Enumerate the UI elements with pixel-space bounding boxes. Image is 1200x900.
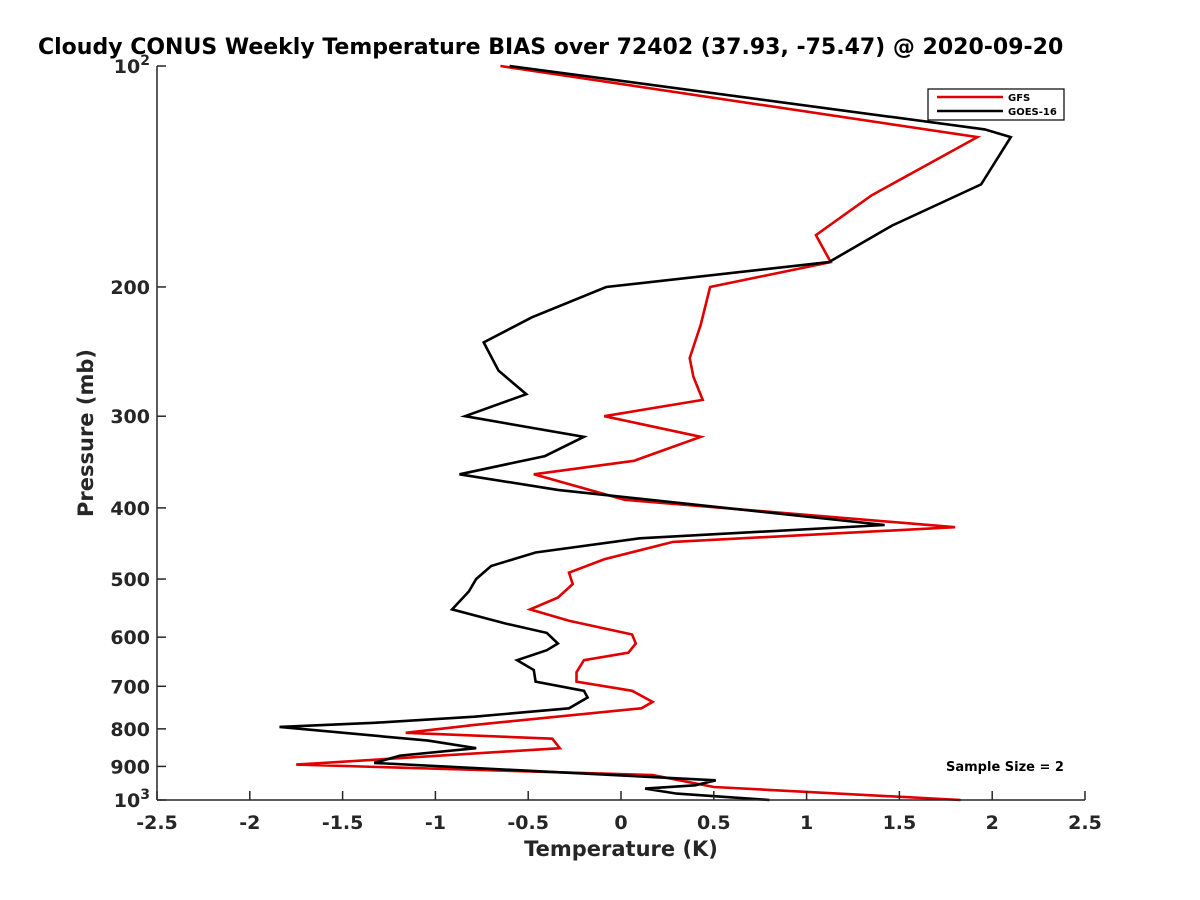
x-axis-label: Temperature (K) [524,837,718,861]
x-tick-label: 2.5 [1068,812,1102,834]
y-tick-label: 600 [110,627,150,649]
chart-title: Cloudy CONUS Weekly Temperature BIAS ove… [38,35,1063,60]
y-tick-label: 103 [114,787,150,812]
y-tick-label: 400 [110,498,150,520]
x-tick-label: -2 [239,812,260,834]
x-tick-label: 1.5 [883,812,917,834]
y-tick-layer: 102 200 300 400 500 600 700 800 900 103 [110,53,166,812]
x-tick-label: -1 [425,812,446,834]
y-tick-label: 300 [110,406,150,428]
x-tick-layer: -2.5 -2 -1.5 -1 -0.5 0 0.5 1 1.5 2 2.5 [136,791,1102,834]
series-layer [279,64,1013,802]
legend-label-goes16: GOES-16 [1008,107,1057,118]
y-tick-label: 102 [114,53,150,78]
legend-box [927,88,1065,121]
y-tick-label: 500 [110,569,150,591]
y-axis-label: Pressure (mb) [74,349,98,517]
x-tick-label: 1 [800,812,813,834]
x-tick-label: -1.5 [322,812,364,834]
sample-size-annotation: Sample Size = 2 [946,760,1064,775]
y-tick-label: 700 [110,676,150,698]
x-tick-label: -2.5 [136,812,178,834]
x-tick-label: -0.5 [507,812,549,834]
legend: GFS GOES-16 [927,88,1065,121]
y-tick-label: 200 [110,277,150,299]
x-tick-label: 0 [614,812,627,834]
x-tick-label: 2 [986,812,999,834]
x-tick-label: 0.5 [697,812,731,834]
series-line-gfs [296,64,982,802]
y-tick-label: 900 [110,756,150,778]
legend-label-gfs: GFS [1008,93,1030,104]
y-tick-label: 800 [110,719,150,741]
